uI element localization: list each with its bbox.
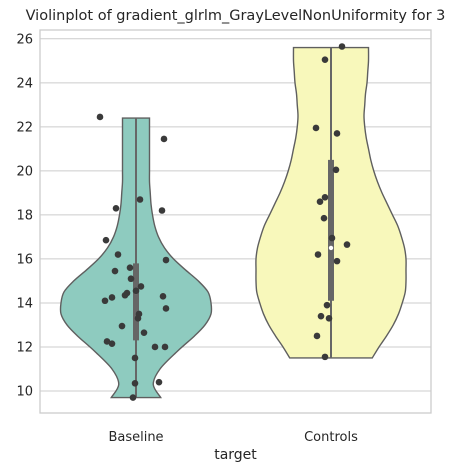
point-baseline-6 (114, 251, 122, 258)
point-controls-8 (328, 234, 336, 242)
point-controls-4 (332, 166, 340, 174)
x-tick-label-baseline: Baseline (108, 430, 163, 445)
point-baseline-24 (108, 340, 116, 347)
point-controls-9 (343, 241, 351, 248)
point-baseline-14 (121, 291, 129, 299)
point-baseline-0 (96, 113, 104, 121)
point-baseline-18 (162, 305, 170, 312)
point-baseline-8 (126, 264, 134, 272)
point-controls-13 (317, 312, 325, 320)
y-tick-label-18: 18 (16, 208, 33, 223)
point-controls-1 (321, 56, 329, 64)
point-baseline-26 (161, 343, 169, 351)
point-baseline-1 (160, 135, 168, 143)
point-baseline-12 (132, 287, 140, 295)
point-controls-6 (316, 198, 324, 205)
y-tick-label-12: 12 (16, 340, 33, 355)
point-controls-10 (314, 251, 322, 258)
violins (59, 46, 407, 399)
point-baseline-16 (108, 294, 116, 301)
point-baseline-30 (129, 394, 137, 401)
point-baseline-25 (151, 343, 159, 351)
point-baseline-9 (111, 267, 119, 275)
point-controls-5 (321, 193, 329, 201)
x-tick-labels: Baseline Controls (108, 430, 358, 445)
point-baseline-5 (102, 236, 110, 244)
y-tick-label-24: 24 (16, 76, 33, 91)
point-baseline-29 (131, 379, 139, 387)
y-tick-label-16: 16 (16, 252, 33, 267)
point-controls-15 (313, 332, 321, 340)
point-baseline-4 (158, 207, 166, 214)
point-controls-14 (325, 315, 333, 322)
point-controls-3 (333, 130, 341, 137)
point-baseline-28 (155, 378, 163, 386)
y-tick-label-22: 22 (16, 120, 33, 135)
y-tick-label-14: 14 (16, 296, 33, 311)
y-tick-label-10: 10 (16, 384, 33, 399)
point-controls-2 (312, 124, 320, 132)
point-controls-11 (333, 257, 341, 265)
point-baseline-22 (140, 329, 148, 336)
point-baseline-2 (136, 196, 144, 203)
point-baseline-27 (131, 354, 139, 362)
y-tick-label-20: 20 (16, 164, 33, 179)
chart-title: Violinplot of gradient_glrlm_GrayLevelNo… (26, 8, 446, 24)
data-points (96, 43, 351, 401)
point-controls-12 (323, 301, 331, 309)
point-baseline-17 (101, 297, 109, 305)
y-tick-label-26: 26 (16, 32, 33, 47)
plot-frame (39, 29, 432, 414)
y-tick-labels: 10 12 14 16 18 20 22 24 26 (16, 32, 33, 399)
x-tick-label-controls: Controls (304, 430, 358, 445)
point-controls-7 (320, 214, 328, 222)
point-baseline-3 (112, 204, 120, 212)
point-baseline-21 (118, 322, 126, 330)
point-baseline-23 (103, 338, 111, 345)
point-controls-0 (338, 43, 346, 50)
point-baseline-20 (134, 315, 142, 322)
point-baseline-11 (137, 283, 145, 290)
x-axis-label: target (214, 447, 257, 463)
point-controls-16 (321, 353, 329, 361)
point-baseline-7 (162, 256, 170, 264)
point-baseline-10 (127, 275, 135, 283)
median-controls (328, 245, 334, 251)
point-baseline-15 (159, 293, 167, 300)
